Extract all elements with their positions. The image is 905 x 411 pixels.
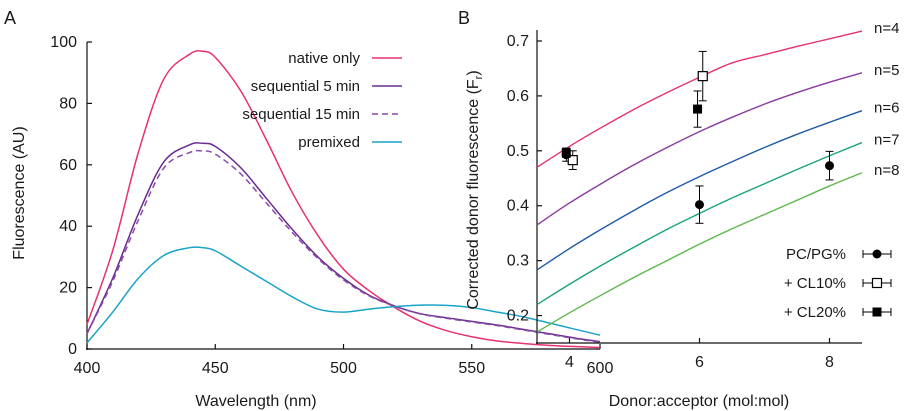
panel-a-label: A	[4, 8, 16, 28]
panel-b-point-3-2	[693, 104, 703, 114]
panel-b-point-3-1	[561, 148, 571, 158]
panel-a-legend-label: sequential 5 min	[251, 78, 360, 95]
panel-b-model-curve-2	[536, 72, 863, 226]
panel-a-legend-label: native only	[288, 50, 360, 67]
panel-b-y-axis-label-main: Corrected donor fluorescence (F	[465, 79, 482, 310]
panel-b: B 0.2 0.3 0.4 0.5 0.6 0.7 4 6 8 n=4 n=5 n=6 n=7 n=8 P…	[458, 8, 899, 410]
panel-a-legend-label: premixed	[298, 134, 360, 151]
panel-a-x-tick-label: 450	[202, 360, 229, 377]
panel-a-legend: native only sequential 5 min sequential 15…	[242, 50, 402, 151]
panel-b-legend-label: + CL20%	[784, 304, 846, 321]
panel-a-y-tick-label: 80	[59, 95, 77, 112]
panel-b-point-1-2	[695, 200, 704, 210]
panel-b-curve-label: n=7	[874, 132, 899, 149]
panel-a-x-axis-label: Wavelength (nm)	[195, 393, 316, 410]
panel-a-x-tick-label: 600	[587, 360, 614, 377]
panel-a-y-axis-label: Fluorescence (AU)	[11, 126, 28, 259]
panel-b-x-axis-label: Donor:acceptor (mol:mol)	[609, 393, 790, 410]
panel-b-point-legend-3	[872, 307, 882, 317]
panel-b-point-legend-2	[871, 277, 883, 289]
panel-a-series-line-1	[86, 49, 601, 349]
panel-a-x-tick-label: 500	[330, 360, 357, 377]
panel-b-legend-label: + CL10%	[784, 275, 846, 292]
panel-a-legend-label: sequential 15 min	[242, 106, 360, 123]
panel-a-y-tick-label: 60	[59, 157, 77, 174]
panel-a-y-tick-label: 40	[59, 218, 77, 235]
panel-b-y-tick-label: 0.6	[507, 88, 529, 105]
panel-b-curve-label: n=4	[874, 20, 899, 37]
panel-b-legend-label: PC/PG%	[786, 246, 846, 263]
panel-b-point-1-3	[825, 161, 834, 171]
panel-b-x-tick-label: 6	[695, 354, 704, 371]
panel-b-model-curve-3	[536, 110, 863, 271]
panel-b-label: B	[458, 8, 470, 28]
panel-a-series-line-4	[86, 246, 601, 344]
panel-b-y-tick-label: 0.3	[507, 253, 529, 270]
panel-a-y-tick-label: 20	[59, 280, 77, 297]
panel-b-point-legend-1	[872, 249, 882, 259]
panel-b-point-2-1	[567, 155, 578, 166]
panel-b-x-tick-label: 4	[565, 354, 574, 371]
panel-a-y-tick-label: 0	[68, 341, 77, 358]
panel-a-plot-area: 0 20 40 60 80 100 400 450 500 550 600	[50, 34, 613, 377]
panel-b-y-tick-label: 0.5	[507, 143, 529, 160]
panel-b-legend: PC/PG% + CL10% + CL20%	[784, 246, 892, 321]
panel-a-y-tick-label: 100	[50, 34, 77, 51]
panel-a-series-line-3	[86, 149, 601, 343]
panel-b-y-axis-label: Corrected donor fluorescence (Fr)	[465, 70, 485, 309]
panel-b-y-tick-label: 0.7	[507, 33, 529, 50]
panel-b-y-axis-label-subscript: r	[473, 75, 485, 79]
panel-b-y-axis-label-close: )	[465, 70, 482, 75]
panel-b-y-tick-label: 0.2	[507, 308, 529, 325]
panel-b-y-tick-label: 0.4	[507, 198, 529, 215]
panel-b-model-curve-5	[536, 172, 863, 333]
panel-b-curve-label: n=5	[874, 62, 899, 79]
panel-b-plot-area: 0.2 0.3 0.4 0.5 0.6 0.7 4 6 8 n=4 n=5 n=6 n=7 n=8	[507, 20, 900, 371]
panel-b-curve-label: n=6	[874, 100, 899, 117]
panel-a-x-tick-label: 550	[458, 360, 485, 377]
panel-b-x-tick-label: 8	[825, 354, 834, 371]
panel-a: A 0 20 40 60 80 100 400 450 500 550 600 native onl…	[4, 8, 613, 410]
panel-b-curve-label: n=8	[874, 162, 899, 179]
panel-b-point-2-2	[697, 71, 708, 82]
panel-a-x-tick-label: 400	[74, 360, 101, 377]
